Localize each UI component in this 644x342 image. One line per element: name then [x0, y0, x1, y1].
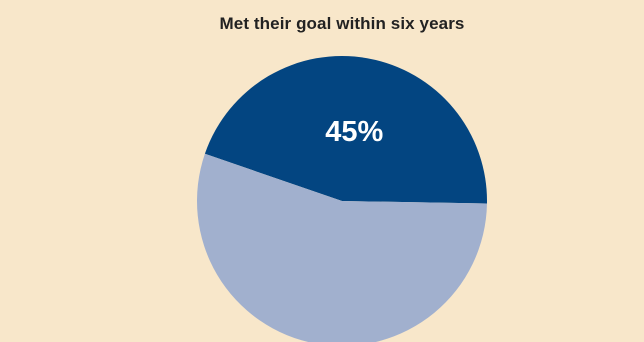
pie-slice-label-0: 45%	[325, 116, 383, 148]
pie-slices	[197, 55, 488, 342]
pie-slice-1	[197, 153, 487, 342]
pie-labels: 45%	[325, 116, 383, 148]
chart-title: Met their goal within six years	[219, 14, 465, 33]
pie-slice-0	[204, 55, 488, 204]
